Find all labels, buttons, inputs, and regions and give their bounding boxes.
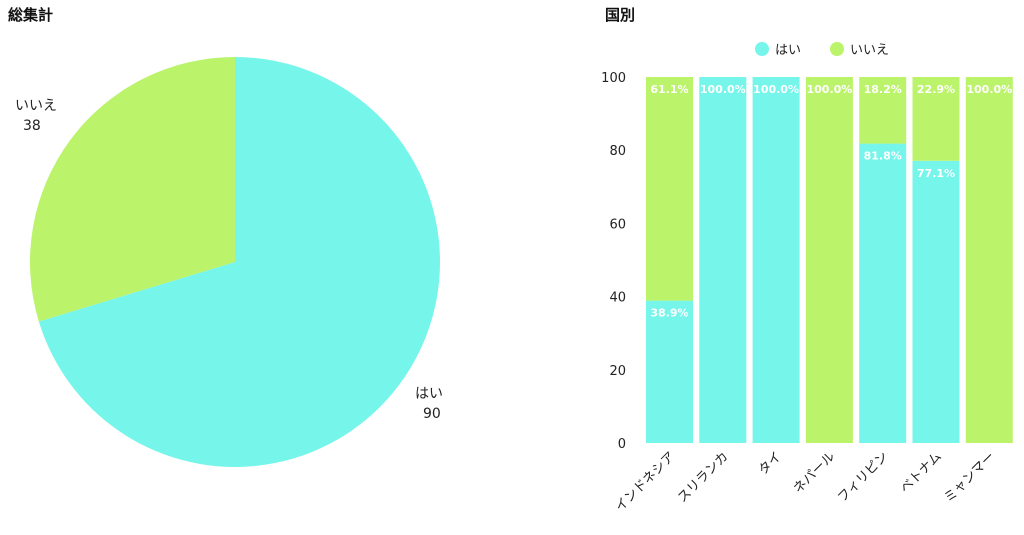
x-tick-label: ベトナム — [898, 449, 945, 496]
legend-label: いいえ — [850, 43, 889, 58]
y-tick-label: 80 — [609, 144, 626, 159]
y-tick-label: 60 — [609, 217, 626, 232]
bar-data-label: 38.9% — [650, 307, 688, 320]
pie-slice — [38, 57, 441, 467]
bar-data-label: 61.1% — [650, 83, 688, 96]
bar-chart-title: 国別 — [605, 6, 636, 24]
x-tick-label: タイ — [756, 449, 785, 478]
bar-segment — [805, 77, 853, 443]
x-tick-label: ミャンマー — [942, 449, 999, 506]
bar-data-label: 81.8% — [864, 150, 902, 163]
y-tick-label: 40 — [609, 291, 626, 306]
bar-data-label: 100.0% — [700, 83, 746, 96]
bar-data-label: 100.0% — [753, 83, 799, 96]
pie-slice-label: いいえ — [15, 98, 57, 114]
x-tick-label: ネパール — [791, 449, 838, 496]
bar-data-label: 100.0% — [806, 83, 852, 96]
x-tick-label: スリランカ — [675, 449, 732, 506]
pie-slice — [30, 57, 236, 322]
y-tick-label: 20 — [609, 364, 626, 379]
bar-segment — [859, 143, 907, 443]
bar-segment — [752, 77, 800, 443]
pie-chart-title: 総集計 — [8, 6, 54, 24]
bar-data-label: 18.2% — [864, 83, 902, 96]
pie-slice-value: 38 — [23, 118, 41, 134]
bar-segment — [646, 300, 693, 443]
bar-segment — [965, 77, 1013, 443]
bar-data-label: 22.9% — [917, 83, 955, 96]
y-tick-label: 100 — [601, 71, 626, 86]
pie-slice-value: 90 — [423, 406, 441, 422]
bar-segment — [699, 77, 747, 443]
bar-segment — [912, 160, 960, 444]
legend-label: はい — [775, 43, 801, 58]
bar-segment — [859, 77, 907, 144]
legend-marker — [755, 42, 769, 56]
bar-data-label: 77.1% — [917, 167, 955, 180]
pie-chart: はい 90 いいえ 38 — [15, 57, 443, 467]
legend-marker — [830, 42, 844, 56]
pie-slice-label: はい — [415, 386, 443, 402]
bar-segment — [912, 77, 960, 161]
x-tick-label: インドネシア — [613, 449, 679, 515]
bar-segment — [646, 77, 693, 301]
y-tick-label: 0 — [618, 437, 626, 452]
x-tick-label: フィリピン — [835, 449, 891, 505]
bar-data-label: 100.0% — [966, 83, 1012, 96]
